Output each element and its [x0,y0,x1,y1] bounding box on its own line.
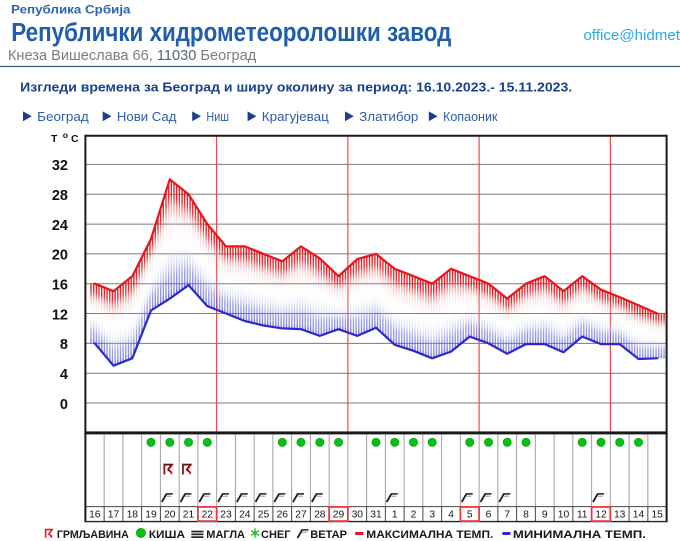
svg-text:Копаоник: Копаоник [443,109,498,124]
svg-text:Ниш: Ниш [206,109,229,124]
svg-text:28: 28 [314,510,326,521]
svg-text:23: 23 [220,510,232,521]
svg-text:ГРМЉАВИНА: ГРМЉАВИНА [57,529,129,541]
svg-text:Изгледи времена за Београд и ш: Изгледи времена за Београд и ширу околин… [20,79,572,94]
svg-text:Крагујевац: Крагујевац [262,109,330,124]
svg-text:15: 15 [651,510,663,521]
svg-text:17: 17 [108,510,120,521]
svg-text:30: 30 [352,510,364,521]
svg-text:office@hidmet.gov.rs: office@hidmet.gov.rs [584,27,680,44]
svg-text:27: 27 [295,510,307,521]
svg-text:18: 18 [127,510,139,521]
svg-text:14: 14 [633,510,645,521]
svg-text:Република Србија: Република Србија [11,4,131,16]
svg-text:Београд: Београд [37,109,89,124]
svg-text:8: 8 [523,510,529,521]
svg-text:25: 25 [258,510,270,521]
svg-text:о: о [63,130,68,140]
svg-text:КИША: КИША [149,529,185,541]
svg-text:16: 16 [52,278,68,294]
svg-text:16: 16 [89,510,101,521]
svg-text:10: 10 [558,510,570,521]
svg-text:0: 0 [60,397,68,413]
svg-text:МИНИМАЛНА ТЕМП.: МИНИМАЛНА ТЕМП. [513,529,646,541]
svg-text:СНЕГ: СНЕГ [261,529,291,541]
svg-text:1: 1 [392,510,398,521]
svg-text:11: 11 [577,510,588,521]
svg-text:6: 6 [486,510,492,521]
svg-text:32: 32 [52,158,68,174]
svg-text:7: 7 [504,510,510,521]
svg-text:С: С [71,133,79,145]
svg-text:8: 8 [60,337,68,353]
svg-text:26: 26 [277,510,289,521]
svg-text:13: 13 [614,510,626,521]
svg-text:24: 24 [239,510,251,521]
svg-text:МАГЛА: МАГЛА [206,529,245,541]
svg-text:24: 24 [52,218,68,234]
svg-text:20: 20 [52,248,68,264]
svg-text:Златибор: Златибор [359,109,418,124]
svg-text:20: 20 [164,510,176,521]
svg-text:12: 12 [595,510,607,521]
svg-text:ВЕТАР: ВЕТАР [310,529,347,541]
svg-text:29: 29 [333,510,345,521]
svg-text:Нови Сад: Нови Сад [117,109,177,124]
svg-text:4: 4 [60,367,68,383]
svg-text:5: 5 [467,510,473,521]
svg-text:12: 12 [52,307,68,323]
svg-text:3: 3 [429,510,435,521]
svg-text:31: 31 [370,510,382,521]
svg-text:9: 9 [542,510,548,521]
svg-text:28: 28 [52,188,68,204]
svg-text:19: 19 [145,510,157,521]
svg-text:21: 21 [183,510,195,521]
svg-text:Т: Т [51,133,58,145]
svg-text:2: 2 [411,510,417,521]
svg-text:4: 4 [448,510,454,521]
svg-text:МАКСИМАЛНА ТЕМП.: МАКСИМАЛНА ТЕМП. [366,529,493,541]
svg-text:Кнеза Вишеслава 66, 11030 Беог: Кнеза Вишеслава 66, 11030 Београд [8,48,257,64]
svg-text:Републички хидрометеоролошки з: Републички хидрометеоролошки завод [11,19,451,47]
svg-text:22: 22 [202,510,214,521]
